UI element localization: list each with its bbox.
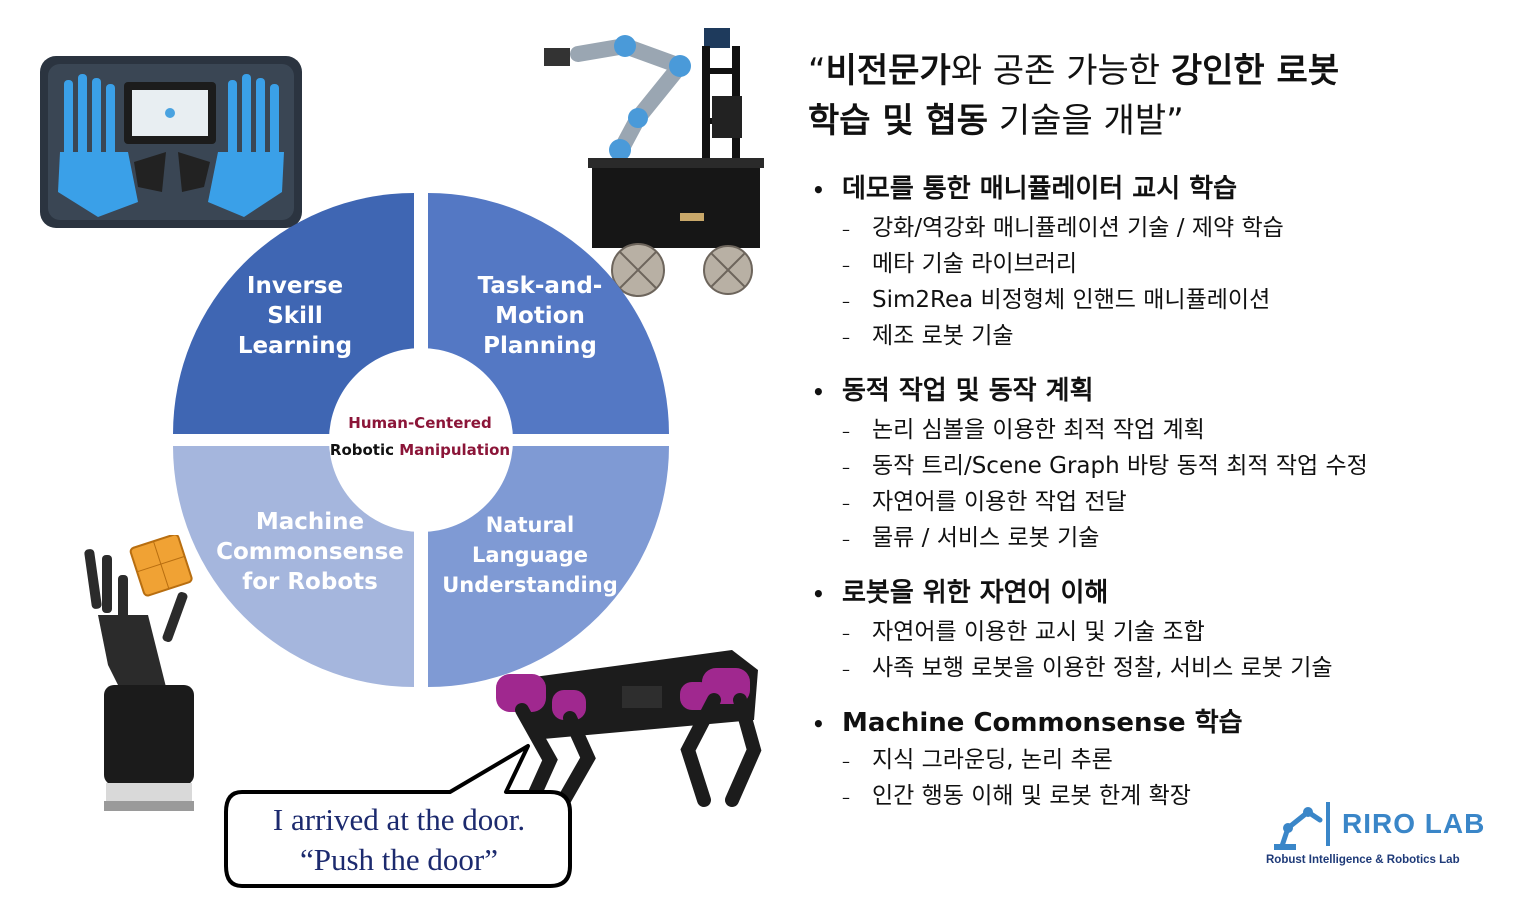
quadrant-label-machine-commonsense: Machine Commonsense for Robots xyxy=(216,509,404,595)
logo-subtitle: Robust Intelligence & Robotics Lab xyxy=(1266,854,1460,866)
headline: “비전문가와 공존 가능한 강인한 로봇 학습 및 협동 기술을 개발” xyxy=(808,46,1498,146)
section2-item2: – 동작 트리/Scene Graph 바탕 동적 최적 작업 수정 xyxy=(842,453,1368,479)
section4-item1: – 지식 그라운딩, 논리 추론 xyxy=(842,747,1113,773)
headline-quote-open: “ xyxy=(808,51,826,91)
headline-text1: 와 공존 가능한 xyxy=(950,51,1171,91)
speech-bubble-text: I arrived at the door. “Push the door” xyxy=(232,800,566,880)
speech-bubble xyxy=(224,744,572,888)
headline-bold-robust-robot: 강인한 로봇 xyxy=(1170,51,1340,91)
section2-item3: – 자연어를 이용한 작업 전달 xyxy=(842,489,1127,515)
center-label-line2: Robotic Manipulation xyxy=(320,441,520,459)
section1-item1: – 강화/역강화 매니퓰레이션 기술 / 제약 학습 xyxy=(842,215,1284,241)
quadrant-top-right xyxy=(428,193,669,434)
section1-item3: – Sim2Rea 비정형체 인핸드 매니퓰레이션 xyxy=(842,287,1271,313)
quadrant-label-inverse-skill-learning: Inverse Skill Learning xyxy=(237,273,353,359)
section1-item2: – 메타 기술 라이브러리 xyxy=(842,251,1078,277)
speech-bubble-line1: I arrived at the door. xyxy=(272,802,526,837)
logo-title: RIRO LAB xyxy=(1342,808,1486,839)
section-title-task-motion-planning: • 동적 작업 및 동작 계획 xyxy=(812,376,1094,406)
center-label-manipulation: Manipulation xyxy=(399,441,511,459)
quadrant-label-task-and-motion-planning: Task-and- Motion Planning xyxy=(477,273,603,359)
center-label-robotic: Robotic xyxy=(329,441,400,459)
quadrant-label-natural-language-understanding: Natural Language Understanding xyxy=(442,513,618,597)
haptic-glove-case-photo xyxy=(40,56,302,228)
speech-bubble-line2: “Push the door” xyxy=(299,842,499,877)
section-title-machine-commonsense: • Machine Commonsense 학습 xyxy=(812,708,1243,738)
section-title-natural-language: • 로봇을 위한 자연어 이해 xyxy=(812,578,1109,608)
center-label-line1: Human-Centered xyxy=(348,414,492,432)
headline-bold-learning-cooperation: 학습 및 협동 xyxy=(808,101,989,141)
pie-center-circle xyxy=(329,348,513,532)
section4-item2: – 인간 행동 이해 및 로봇 한계 확장 xyxy=(842,783,1191,809)
mobile-manipulator-photo xyxy=(544,28,764,297)
quadrant-bottom-right xyxy=(428,446,669,687)
quadrant-top-left xyxy=(173,193,414,434)
section3-item1: – 자연어를 이용한 교시 및 기술 조합 xyxy=(842,619,1205,645)
section2-item1: – 논리 심볼을 이용한 최적 작업 계획 xyxy=(842,417,1205,443)
quadrant-bottom-left xyxy=(173,446,414,687)
section-title-demo-learning: • 데모를 통한 매니퓰레이터 교시 학습 xyxy=(812,174,1238,204)
research-area-pie-diagram xyxy=(173,193,669,687)
headline-bold-nonexpert: 비전문가 xyxy=(825,51,951,91)
section3-item2: – 사족 보행 로봇을 이용한 정찰, 서비스 로봇 기술 xyxy=(842,655,1333,681)
section2-item4: – 물류 / 서비스 로봇 기술 xyxy=(842,525,1100,551)
headline-text2: 기술을 개발” xyxy=(988,101,1184,141)
quadruped-robot-photo xyxy=(496,650,762,807)
dexterous-hand-cube-photo xyxy=(84,535,194,811)
section1-item4: – 제조 로봇 기술 xyxy=(842,323,1014,349)
robot-arm-logo-icon xyxy=(1274,802,1330,850)
